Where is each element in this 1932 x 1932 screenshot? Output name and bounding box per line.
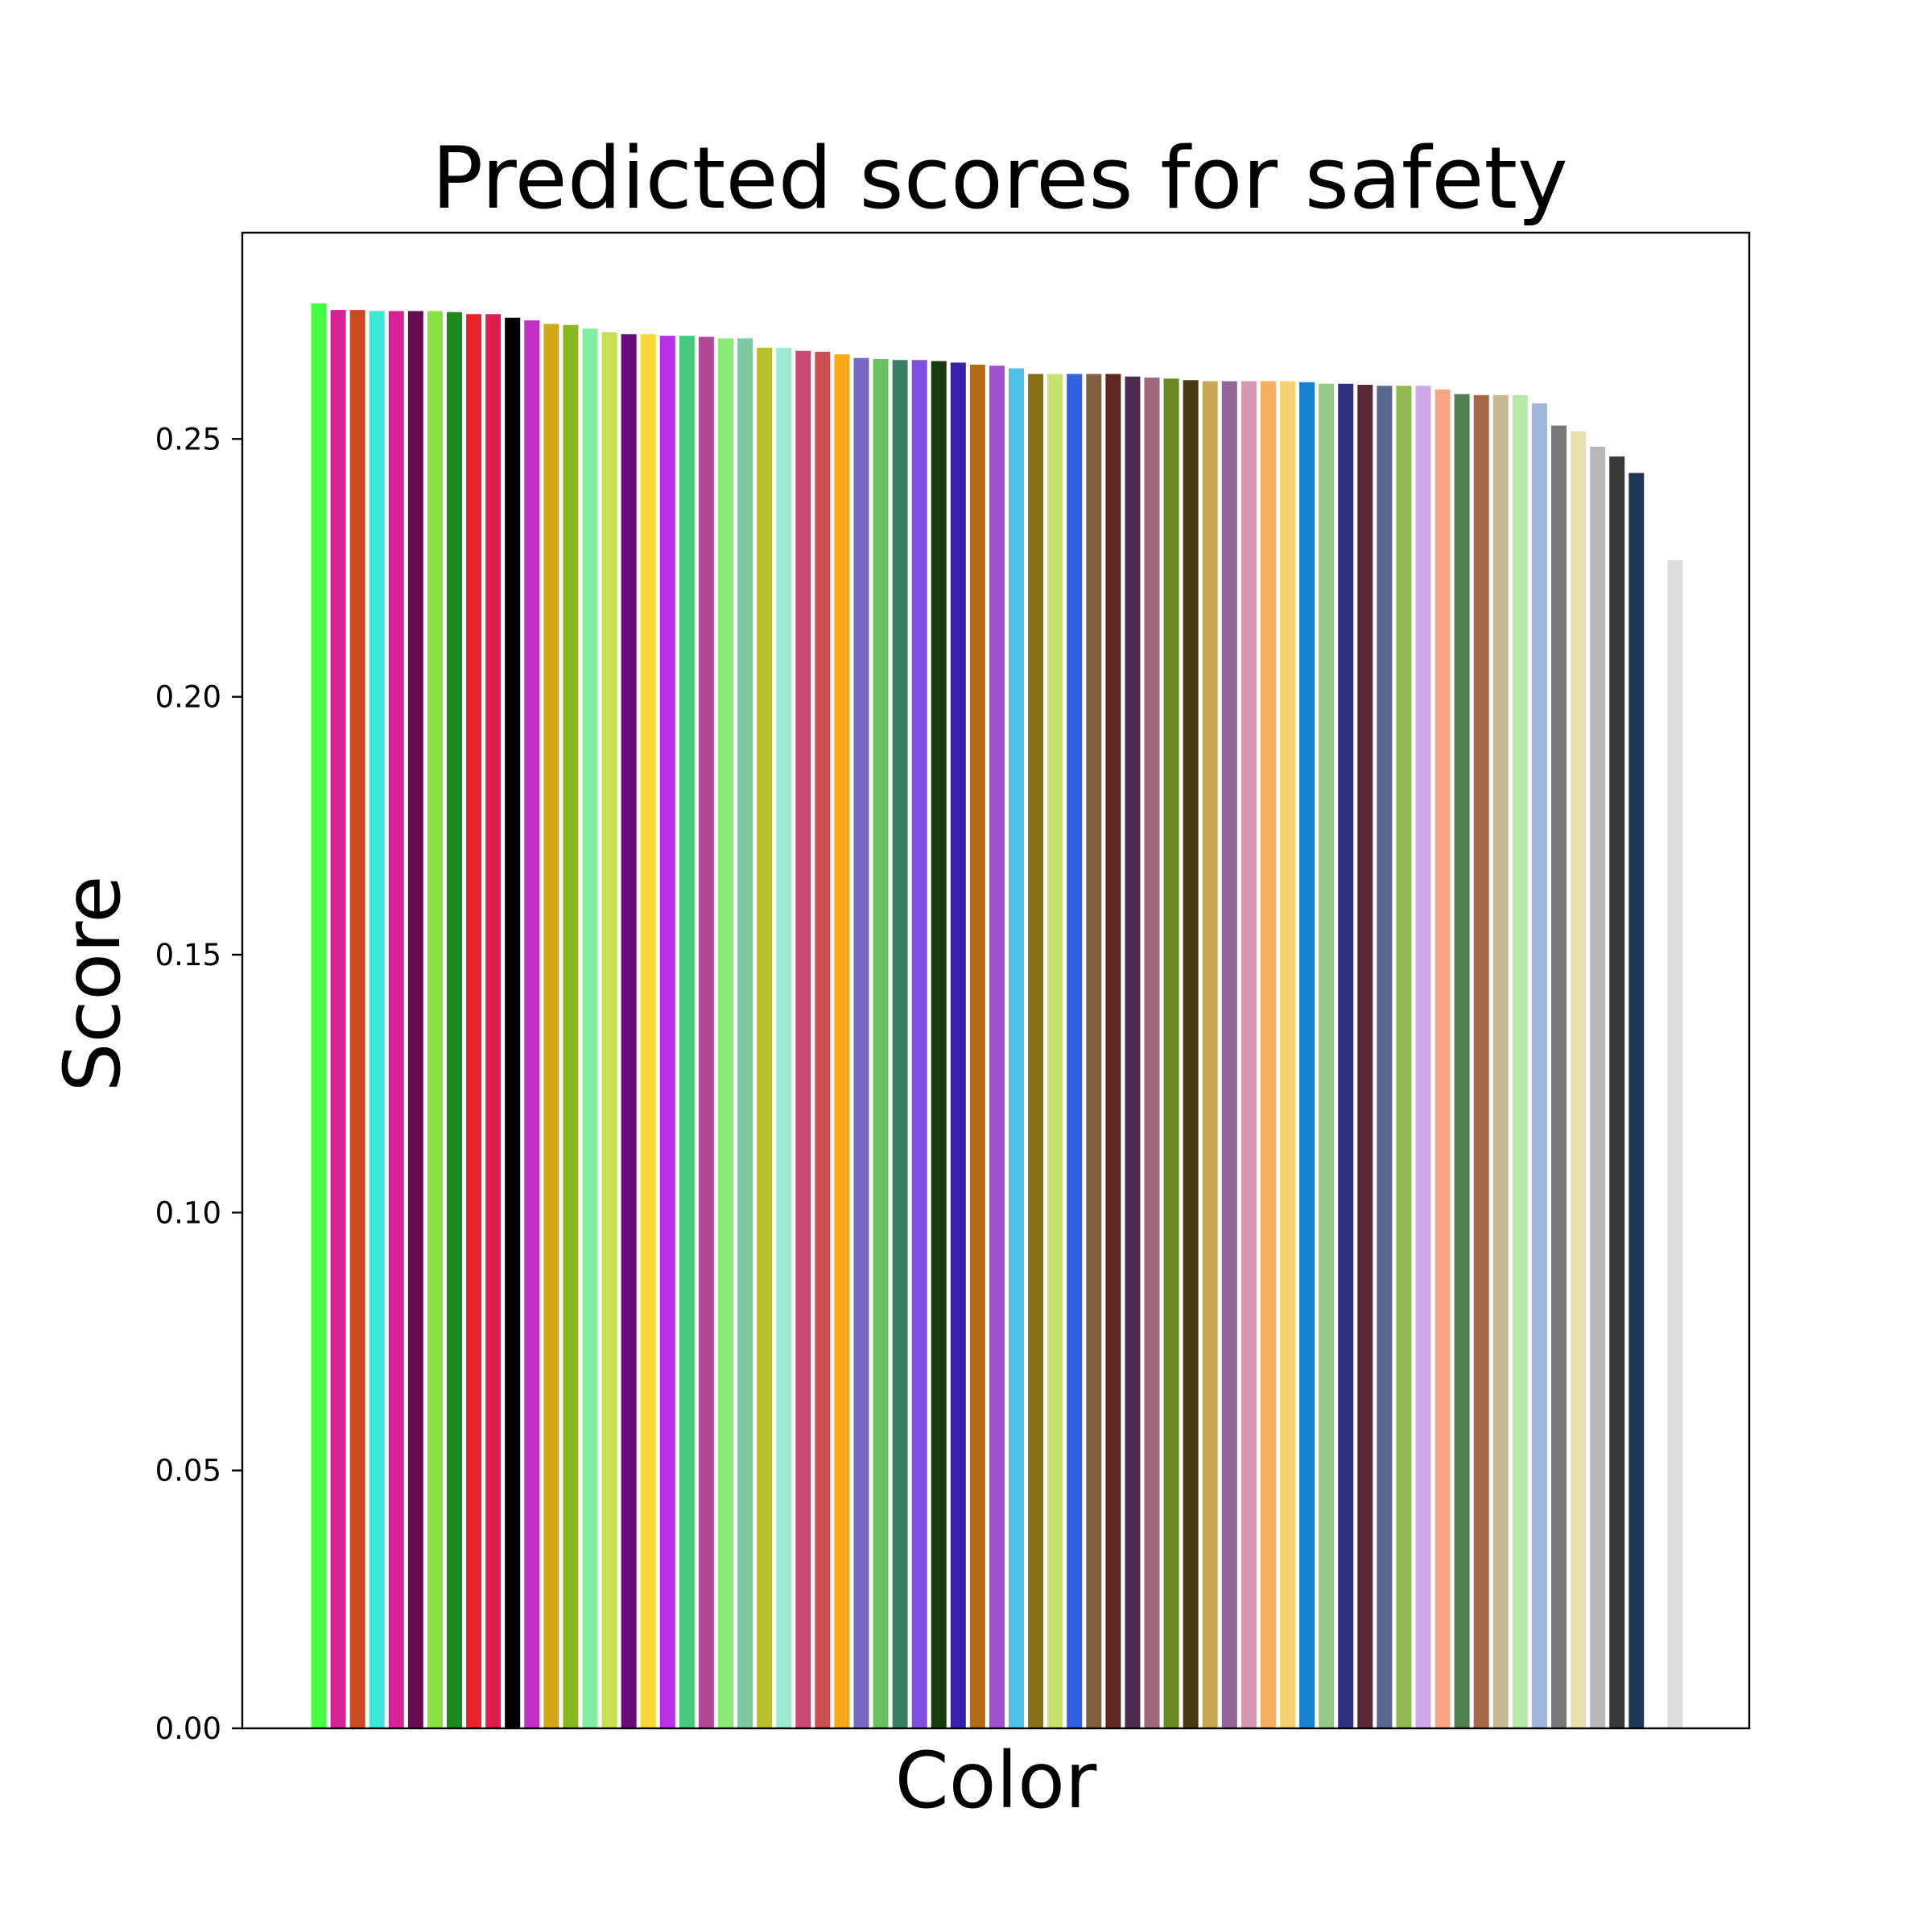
y-tick-label: 0.15 <box>155 938 221 972</box>
bar <box>1299 382 1315 1728</box>
bar <box>659 336 675 1728</box>
bar <box>717 338 733 1729</box>
bar <box>1609 456 1625 1728</box>
x-axis-label: Color <box>895 1736 1097 1826</box>
bar <box>446 312 462 1728</box>
bar <box>1260 381 1276 1728</box>
bar <box>795 350 811 1729</box>
bars-group <box>311 303 1683 1729</box>
bar <box>989 365 1005 1728</box>
bar <box>485 314 502 1729</box>
bar <box>1144 378 1160 1728</box>
y-axis-label: Score <box>47 876 138 1092</box>
bar <box>737 338 753 1729</box>
bar <box>1183 380 1199 1728</box>
bar <box>1667 559 1683 1728</box>
bar <box>757 347 773 1728</box>
bar <box>543 324 559 1728</box>
bar <box>582 328 598 1728</box>
bar <box>1241 381 1257 1728</box>
bar <box>1531 403 1547 1728</box>
bar <box>815 352 831 1728</box>
bar <box>1357 385 1373 1728</box>
bar <box>1415 386 1431 1728</box>
bar <box>1492 394 1509 1728</box>
bar <box>1590 446 1606 1728</box>
bar <box>1028 374 1044 1728</box>
y-tick-label: 0.05 <box>155 1454 221 1488</box>
bar <box>1319 383 1335 1729</box>
bar <box>1396 386 1412 1728</box>
bar <box>1202 381 1218 1728</box>
bar <box>563 324 579 1729</box>
bar <box>388 311 404 1728</box>
bar <box>427 311 443 1728</box>
bar <box>330 310 346 1729</box>
bar <box>1454 394 1470 1728</box>
bar <box>1473 394 1489 1728</box>
y-axis-ticks: 0.00 0.05 0.10 0.15 0.20 0.25 <box>155 422 242 1746</box>
bar <box>1571 431 1587 1729</box>
bar <box>1125 376 1141 1728</box>
bar <box>601 332 617 1728</box>
bar <box>1512 394 1528 1728</box>
bar <box>1435 389 1451 1728</box>
bar <box>776 347 792 1728</box>
bar <box>349 310 365 1729</box>
bar <box>1067 374 1083 1728</box>
bar <box>931 361 947 1728</box>
bar <box>1086 374 1102 1728</box>
bar <box>1629 473 1645 1728</box>
bar <box>1221 381 1237 1728</box>
bar <box>1163 378 1179 1728</box>
bar <box>369 311 385 1728</box>
bar <box>505 317 521 1729</box>
bar <box>1105 374 1121 1728</box>
bar <box>834 354 850 1729</box>
bar <box>892 360 908 1728</box>
plot-frame <box>241 231 1751 1730</box>
y-tick-label: 0.10 <box>155 1195 221 1230</box>
bar <box>640 334 656 1729</box>
bar <box>853 357 869 1729</box>
chart-title: Predicted scores for safety <box>431 129 1568 228</box>
bar <box>1377 386 1393 1728</box>
bar <box>679 336 695 1728</box>
bar <box>698 336 714 1728</box>
bar <box>1047 374 1063 1728</box>
bar <box>524 320 540 1728</box>
bar <box>466 314 482 1729</box>
bar <box>407 311 423 1728</box>
bar <box>1550 425 1567 1728</box>
y-tick-label: 0.00 <box>155 1711 221 1746</box>
bar <box>621 334 637 1729</box>
bar <box>911 360 927 1728</box>
bar <box>969 365 985 1728</box>
bar <box>1009 368 1025 1728</box>
bar <box>311 303 327 1728</box>
y-tick-label: 0.20 <box>155 680 221 715</box>
y-tick-label: 0.25 <box>155 422 221 456</box>
bar <box>1280 381 1295 1728</box>
bar <box>873 358 889 1729</box>
bar <box>950 362 966 1729</box>
bar <box>1338 383 1354 1729</box>
